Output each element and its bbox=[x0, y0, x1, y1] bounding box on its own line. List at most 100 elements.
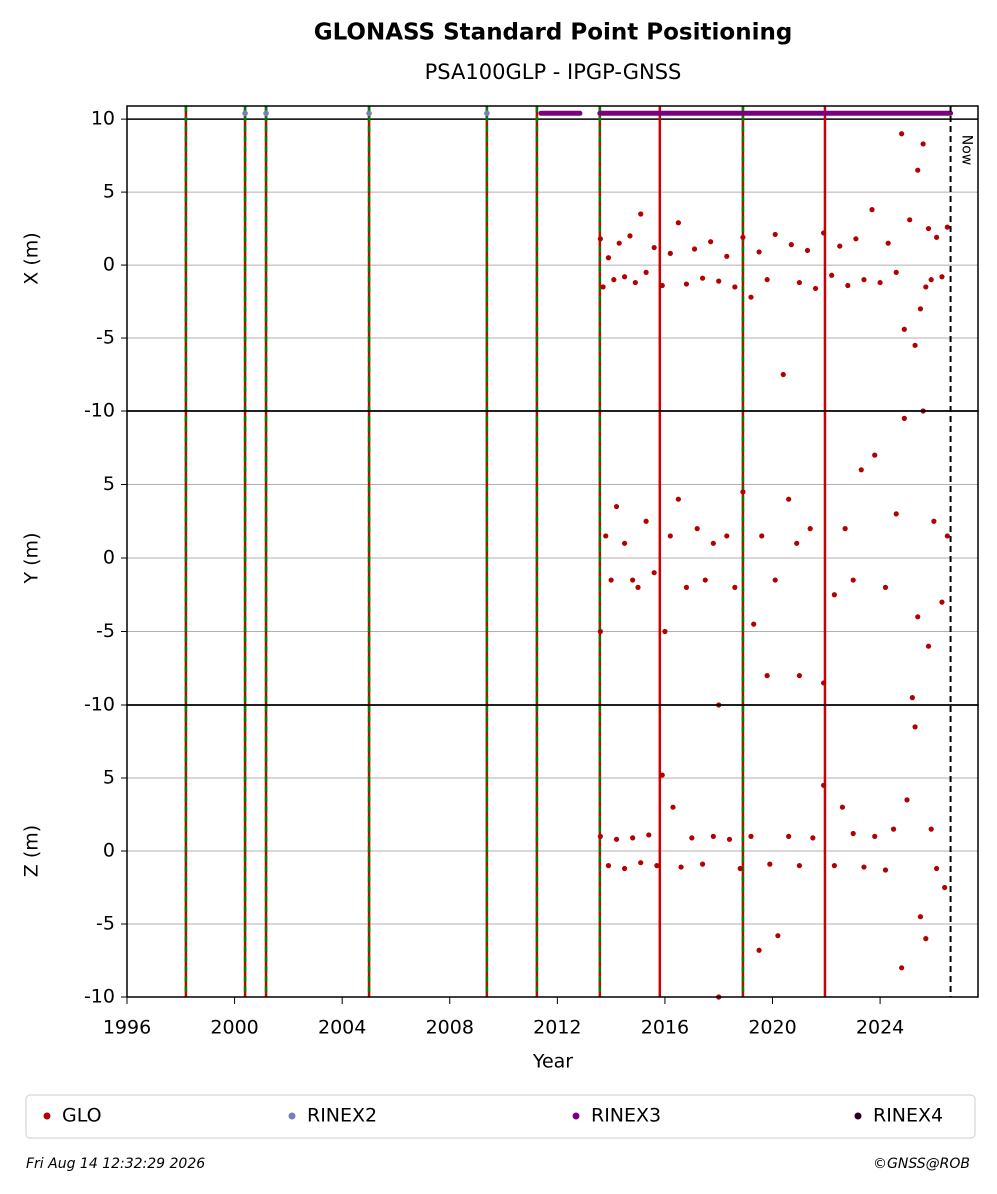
x-tick-label: 2020 bbox=[748, 1017, 796, 1039]
data-point bbox=[767, 861, 773, 867]
data-point bbox=[915, 614, 921, 620]
x-tick-label: 2008 bbox=[426, 1017, 474, 1039]
data-point bbox=[756, 947, 762, 953]
plot-frame bbox=[126, 704, 979, 998]
data-point bbox=[659, 282, 665, 289]
legend-marker bbox=[288, 1112, 296, 1120]
data-point bbox=[917, 914, 924, 920]
y-tick-label: 5 bbox=[103, 767, 115, 789]
legend-marker bbox=[854, 1112, 862, 1120]
x-tick-label: 1996 bbox=[103, 1017, 151, 1039]
data-point bbox=[605, 255, 612, 261]
data-point bbox=[869, 207, 875, 213]
data-point bbox=[933, 865, 940, 872]
data-point bbox=[764, 673, 770, 679]
data-point bbox=[699, 275, 706, 281]
data-point bbox=[710, 833, 716, 840]
data-point bbox=[821, 680, 827, 686]
x-tick-label: 2024 bbox=[856, 1017, 904, 1039]
data-point bbox=[670, 804, 676, 810]
data-point bbox=[907, 217, 913, 223]
data-point bbox=[683, 281, 690, 287]
data-point bbox=[724, 533, 730, 539]
data-point bbox=[807, 526, 813, 532]
data-point bbox=[890, 826, 897, 832]
data-point bbox=[675, 220, 681, 226]
data-point bbox=[915, 167, 921, 173]
data-point bbox=[794, 540, 800, 546]
data-point bbox=[786, 496, 792, 502]
data-point bbox=[928, 277, 934, 283]
data-point bbox=[772, 577, 778, 583]
title: GLONASS Standard Point Positioning bbox=[314, 20, 793, 46]
y-axis-label: Y (m) bbox=[21, 533, 43, 585]
rinex2-marker bbox=[366, 110, 372, 117]
data-point bbox=[861, 864, 867, 870]
data-point bbox=[667, 533, 673, 539]
data-point bbox=[675, 496, 681, 502]
x-tick-label: 2000 bbox=[210, 1017, 258, 1039]
data-point bbox=[616, 240, 622, 246]
data-point bbox=[939, 599, 945, 605]
data-point bbox=[699, 861, 706, 867]
data-point bbox=[694, 526, 700, 532]
data-point bbox=[716, 278, 722, 284]
data-point bbox=[643, 269, 649, 275]
data-point bbox=[726, 836, 733, 842]
data-point bbox=[810, 835, 816, 841]
data-point bbox=[925, 225, 932, 232]
data-point bbox=[659, 772, 665, 778]
data-point bbox=[643, 518, 649, 524]
data-point bbox=[845, 282, 851, 289]
data-point bbox=[933, 234, 940, 240]
data-point bbox=[923, 284, 929, 290]
legend-label: RINEX2 bbox=[307, 1105, 377, 1127]
y-tick-label: -10 bbox=[84, 986, 115, 1008]
x-tick-label: 2016 bbox=[641, 1017, 689, 1039]
data-point bbox=[597, 833, 603, 840]
data-point bbox=[796, 279, 803, 286]
data-point bbox=[708, 239, 714, 245]
data-point bbox=[605, 863, 612, 869]
data-point bbox=[882, 867, 889, 873]
data-point bbox=[751, 621, 757, 627]
data-point bbox=[608, 577, 614, 583]
data-point bbox=[850, 577, 856, 583]
footer-credit: ©GNSS@ROB bbox=[873, 1156, 970, 1172]
data-point bbox=[732, 584, 738, 591]
data-point bbox=[893, 269, 899, 275]
data-point bbox=[651, 244, 657, 251]
data-point bbox=[920, 141, 926, 147]
y-tick-label: 0 bbox=[103, 254, 115, 276]
x-tick-label: 2004 bbox=[318, 1017, 366, 1039]
data-point bbox=[917, 306, 924, 312]
data-point bbox=[740, 489, 746, 495]
legend-marker bbox=[572, 1112, 580, 1120]
data-point bbox=[621, 274, 628, 280]
data-point bbox=[632, 279, 638, 286]
data-point bbox=[912, 724, 918, 730]
rinex2-marker bbox=[263, 110, 269, 117]
data-point bbox=[635, 584, 641, 591]
y-tick-label: -5 bbox=[96, 327, 115, 349]
legend-label: RINEX4 bbox=[873, 1105, 943, 1127]
data-point bbox=[756, 249, 762, 255]
data-point bbox=[853, 236, 859, 242]
data-point bbox=[646, 832, 652, 838]
data-point bbox=[737, 865, 743, 872]
legend-box bbox=[25, 1094, 976, 1139]
x-tick-label: 2012 bbox=[533, 1017, 581, 1039]
y-tick-label: -5 bbox=[96, 913, 115, 935]
data-point bbox=[764, 277, 770, 283]
data-point bbox=[611, 277, 617, 283]
x-axis-label: Year bbox=[532, 1051, 573, 1073]
data-point bbox=[691, 246, 698, 252]
y-tick-label: 0 bbox=[103, 547, 115, 569]
data-point bbox=[621, 540, 628, 546]
y-tick-label: -10 bbox=[84, 694, 115, 716]
data-point bbox=[821, 782, 827, 788]
data-point bbox=[689, 835, 695, 841]
data-point bbox=[931, 518, 937, 524]
data-point bbox=[899, 131, 905, 137]
